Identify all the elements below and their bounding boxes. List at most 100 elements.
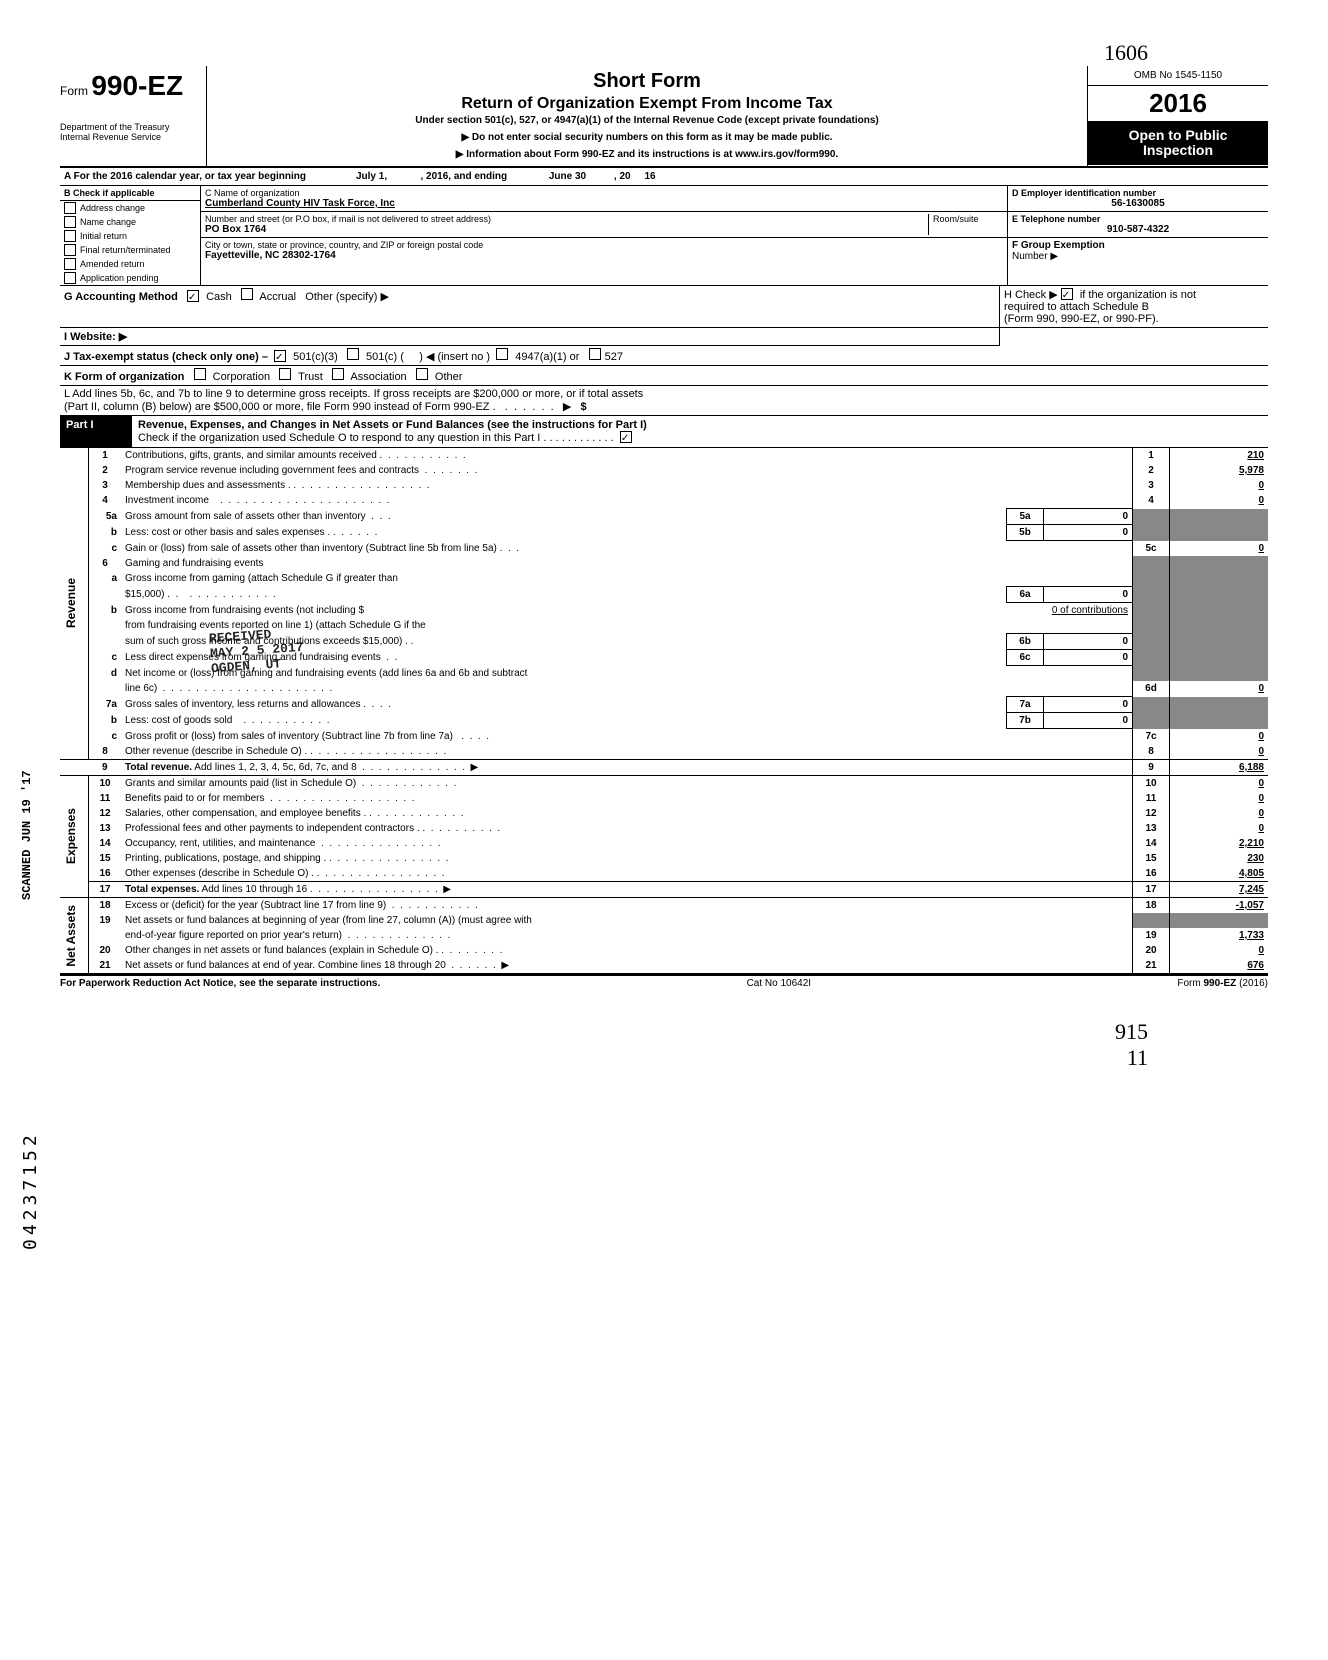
instruction-ssn: ▶ Do not enter social security numbers o… — [211, 132, 1083, 143]
line-16-value: 4,805 — [1170, 866, 1269, 882]
line-19-value: 1,733 — [1170, 928, 1269, 943]
title-return: Return of Organization Exempt From Incom… — [211, 95, 1083, 113]
cash-label: Cash — [206, 291, 232, 303]
handwritten-915: 915 — [1115, 1019, 1148, 1044]
line-19-desc2: end-of-year figure reported on prior yea… — [125, 930, 342, 941]
opt-527: 527 — [605, 351, 623, 363]
accrual-label: Accrual — [259, 291, 296, 303]
check-name-change[interactable]: Name change — [60, 215, 200, 229]
line-a-end-prefix: , 20 — [614, 171, 631, 182]
line-21-value: 676 — [1170, 958, 1269, 974]
check-accrual[interactable] — [241, 288, 253, 300]
check-assoc[interactable] — [332, 368, 344, 380]
section-revenue-label: Revenue — [64, 578, 78, 628]
line-6a-desc2: $15,000) . — [125, 589, 170, 600]
street-label: Number and street (or P.O box, if mail i… — [205, 214, 928, 224]
line-8-value: 0 — [1170, 744, 1269, 760]
col-f-header: F Group Exemption — [1012, 240, 1105, 251]
line-13-desc: Professional fees and other payments to … — [125, 823, 420, 834]
line-4-value: 0 — [1170, 493, 1269, 509]
open-to-public: Open to Public Inspection — [1088, 122, 1268, 165]
line-5c-value: 0 — [1170, 541, 1269, 557]
line-2-value: 5,978 — [1170, 463, 1269, 478]
check-final-return[interactable]: Final return/terminated — [60, 243, 200, 257]
form-number-block: Form 990-EZ — [60, 70, 200, 102]
title-short-form: Short Form — [211, 70, 1083, 93]
row-g-h: G Accounting Method Cash Accrual Other (… — [60, 286, 1268, 328]
check-initial-return[interactable]: Initial return — [60, 229, 200, 243]
row-k: K Form of organization Corporation Trust… — [60, 366, 1268, 386]
accounting-method-label: G Accounting Method — [64, 291, 178, 303]
line-6a-desc1: Gross income from gaming (attach Schedul… — [125, 573, 398, 584]
room-label: Room/suite — [933, 214, 1003, 224]
form-header: Form 990-EZ Department of the Treasury I… — [60, 66, 1268, 168]
line-a-mid: , 2016, and ending — [420, 171, 507, 182]
line-7c-desc: Gross profit or (loss) from sales of inv… — [125, 731, 453, 742]
col-d-header: D Employer identification number — [1012, 188, 1156, 198]
check-address-change[interactable]: Address change — [60, 201, 200, 215]
line-16-desc: Other expenses (describe in Schedule O) … — [125, 868, 314, 879]
check-corp[interactable] — [194, 368, 206, 380]
dept-treasury: Department of the Treasury — [60, 122, 200, 132]
line-14-desc: Occupancy, rent, utilities, and maintena… — [125, 838, 315, 849]
footer-left: For Paperwork Reduction Act Notice, see … — [60, 978, 380, 989]
line-10-value: 0 — [1170, 776, 1269, 792]
section-expenses-label: Expenses — [64, 808, 78, 864]
check-application-pending[interactable]: Application pending — [60, 271, 200, 285]
check-cash[interactable] — [187, 290, 199, 302]
city-value: Fayetteville, NC 28302-1764 — [205, 250, 336, 261]
side-number: 04237152 — [20, 1131, 41, 1250]
line-14-value: 2,210 — [1170, 836, 1269, 851]
opt-trust: Trust — [298, 371, 323, 383]
part-1-title: Revenue, Expenses, and Changes in Net As… — [138, 419, 647, 431]
line-a-tax-year: A For the 2016 calendar year, or tax yea… — [60, 168, 1268, 186]
line-21-arrow: ▶ — [501, 960, 509, 971]
check-schedule-b[interactable] — [1061, 288, 1073, 300]
check-4947[interactable] — [496, 348, 508, 360]
line-2-desc: Program service revenue including govern… — [125, 465, 419, 476]
line-6b-value: 0 — [1044, 634, 1133, 650]
check-trust[interactable] — [279, 368, 291, 380]
opt-corp: Corporation — [213, 371, 270, 383]
col-c-header: C Name of organization — [205, 188, 1003, 198]
line-5b-desc: Less: cost or other basis and sales expe… — [125, 527, 330, 538]
handwritten-bottom: 915 11 — [60, 1019, 1268, 1071]
line-5a-desc: Gross amount from sale of assets other t… — [125, 511, 366, 522]
part-1-label: Part I — [60, 416, 132, 447]
line-21-desc: Net assets or fund balances at end of ye… — [125, 960, 446, 971]
line-5a-value: 0 — [1044, 509, 1133, 525]
row-l-line2: (Part II, column (B) below) are $500,000… — [64, 401, 496, 413]
section-netassets-label: Net Assets — [64, 905, 78, 967]
check-501c3[interactable] — [274, 350, 286, 362]
line-1-value: 210 — [1170, 448, 1269, 463]
line-4-desc: Investment income — [125, 495, 209, 506]
page-footer: For Paperwork Reduction Act Notice, see … — [60, 974, 1268, 989]
tax-year: 2016 — [1088, 86, 1268, 122]
col-e-header: E Telephone number — [1012, 214, 1100, 224]
check-other-org[interactable] — [416, 368, 428, 380]
dept-irs: Internal Revenue Service — [60, 132, 200, 142]
line-6d-desc1: Net income or (loss) from gaming and fun… — [125, 668, 527, 679]
line-15-value: 230 — [1170, 851, 1269, 866]
line-11-value: 0 — [1170, 791, 1269, 806]
line-1-desc: Contributions, gifts, grants, and simila… — [125, 450, 382, 461]
line-11-desc: Benefits paid to or for members — [125, 793, 265, 804]
line-6a-value: 0 — [1044, 587, 1133, 603]
check-amended[interactable]: Amended return — [60, 257, 200, 271]
check-527[interactable] — [589, 348, 601, 360]
row-l: L Add lines 5b, 6c, and 7b to line 9 to … — [60, 386, 1268, 416]
opt-assoc: Association — [350, 371, 406, 383]
check-501c[interactable] — [347, 348, 359, 360]
line-18-desc: Excess or (deficit) for the year (Subtra… — [125, 900, 386, 911]
line-15-desc: Printing, publications, postage, and shi… — [125, 853, 326, 864]
line-17-value: 7,245 — [1170, 882, 1269, 898]
line-7c-value: 0 — [1170, 729, 1269, 745]
check-schedule-o[interactable] — [620, 431, 632, 443]
line-a-end-month: June 30 — [549, 171, 586, 182]
row-j: J Tax-exempt status (check only one) – 5… — [60, 346, 1268, 366]
part-1-check-line: Check if the organization used Schedule … — [138, 432, 614, 444]
col-f-sub: Number ▶ — [1012, 251, 1058, 262]
line-5c-desc: Gain or (loss) from sale of assets other… — [125, 543, 497, 554]
line-3-desc: Membership dues and assessments . — [125, 480, 291, 491]
row-l-arrow: ▶ — [563, 401, 571, 413]
